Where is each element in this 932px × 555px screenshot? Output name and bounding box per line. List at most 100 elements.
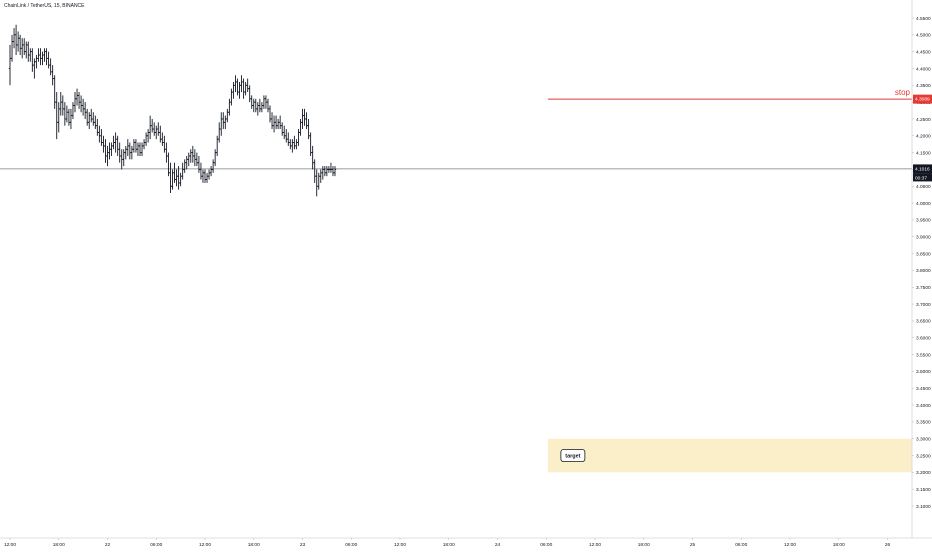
y-tick-label: 4.5500 [916, 16, 931, 22]
stop-price-tag [913, 94, 932, 104]
x-tick-label: 23 [300, 542, 306, 548]
ohlc-bar [323, 166, 327, 177]
ohlc-bar [20, 38, 24, 59]
y-tick-label: 4.4500 [916, 49, 931, 55]
ohlc-bar [96, 118, 99, 136]
x-tick-label: 18:00 [53, 542, 65, 548]
ohlc-bar [268, 105, 272, 123]
ohlc-bar [203, 169, 207, 183]
x-tick-label: 12:00 [4, 542, 16, 548]
ohlc-bar [289, 139, 292, 150]
ohlc-bar [150, 118, 154, 133]
ohlc-bar [12, 28, 16, 49]
ohlc-bar [94, 115, 97, 130]
ohlc-bar [73, 92, 77, 113]
ohlc-bar [104, 139, 107, 163]
ohlc-bar [234, 75, 237, 93]
y-tick-label: 4.4000 [916, 66, 931, 72]
ohlc-bar [260, 102, 264, 113]
ohlc-bar [179, 172, 182, 187]
ohlc-bar [201, 169, 205, 183]
ohlc-bar [181, 162, 184, 180]
ohlc-bar [224, 115, 227, 130]
chart-title: ChainLink / TetherUS, 15, BINANCE [4, 3, 85, 9]
ohlc-bar [67, 108, 71, 126]
ohlc-bar [45, 48, 48, 66]
y-tick-label: 4.5000 [916, 33, 931, 39]
ohlc-bar [63, 102, 67, 126]
x-tick-label: 24 [495, 542, 501, 548]
ohlc-bar [31, 48, 34, 72]
ohlc-bar [242, 78, 245, 99]
ohlc-bar [47, 51, 50, 69]
ohlc-bar [205, 172, 209, 183]
ohlc-bar [146, 129, 150, 143]
last-price-tag [913, 164, 932, 174]
y-tick-label: 3.6000 [916, 336, 931, 342]
ohlc-bar [248, 85, 251, 103]
y-tick-label: 3.2000 [916, 470, 931, 476]
y-tick-label: 3.3000 [916, 436, 931, 442]
ohlc-bar [258, 98, 262, 113]
y-tick-label: 3.9500 [916, 218, 931, 224]
ohlc-bar [252, 98, 255, 113]
ohlc-bar [175, 169, 178, 187]
ohlc-bar [193, 149, 197, 167]
ohlc-bar [69, 108, 73, 130]
y-tick-label: 4.1500 [916, 150, 931, 156]
ohlc-bar [53, 75, 56, 109]
target-label: target [565, 454, 580, 460]
ohlc-bar [333, 166, 337, 177]
ohlc-bar [98, 125, 101, 143]
ohlc-bar [313, 159, 316, 183]
ohlc-bar [92, 112, 95, 126]
ohlc-bar [199, 162, 203, 180]
x-tick-label: 06:00 [150, 542, 162, 548]
y-tick-label: 3.1000 [916, 504, 931, 510]
ohlc-bar [140, 142, 144, 156]
ohlc-bar [110, 142, 113, 156]
ohlc-bar [222, 112, 225, 130]
ohlc-bar [280, 122, 284, 136]
ohlc-bar [161, 132, 164, 146]
y-tick-label: 4.2000 [916, 134, 931, 140]
y-tick-label: 4.0500 [916, 184, 931, 190]
x-tick-label: 12:00 [394, 542, 406, 548]
ohlc-bar [77, 92, 81, 109]
ohlc-bar [155, 125, 158, 140]
target-zone [547, 438, 912, 473]
ohlc-bar [270, 112, 274, 130]
y-tick-label: 3.7500 [916, 285, 931, 291]
ohlc-bar [301, 108, 304, 130]
last-price-value: 4.1016 [915, 167, 930, 173]
x-tick-label: 12:00 [199, 542, 211, 548]
ohlc-bar [71, 102, 75, 119]
ohlc-bar [250, 95, 253, 109]
ohlc-bar [287, 132, 290, 146]
ohlc-bar [169, 162, 172, 194]
y-tick-label: 3.6500 [916, 319, 931, 325]
ohlc-bar [128, 142, 132, 160]
ohlc-bar [148, 115, 152, 140]
ohlc-bar [114, 132, 117, 153]
ohlc-bar [274, 115, 278, 130]
ohlc-bar [283, 125, 286, 140]
ohlc-bar [90, 108, 93, 123]
target-label-box [560, 449, 586, 462]
ohlc-bar [126, 139, 130, 156]
ohlc-bar [246, 78, 249, 93]
ohlc-bar [228, 98, 231, 116]
ohlc-bar [236, 78, 239, 96]
ohlc-bar [266, 98, 270, 113]
y-tick-label: 3.9000 [916, 235, 931, 241]
ohlc-bar [118, 142, 121, 163]
ohlc-bar [319, 169, 322, 183]
ohlc-bar [65, 105, 69, 123]
ohlc-bar [130, 145, 134, 160]
ohlc-bar [213, 149, 217, 167]
ohlc-bar [177, 166, 180, 190]
y-tick-label: 4.3500 [916, 83, 931, 89]
ohlc-bar [278, 115, 282, 130]
